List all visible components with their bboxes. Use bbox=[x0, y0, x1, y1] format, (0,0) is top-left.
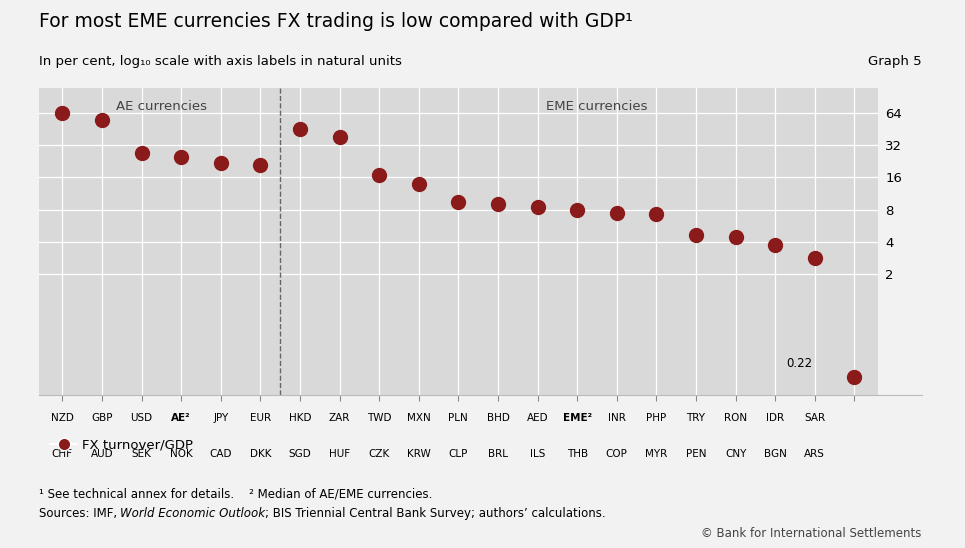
Point bbox=[411, 179, 427, 188]
Text: INR: INR bbox=[608, 413, 625, 423]
Text: SEK: SEK bbox=[131, 449, 152, 459]
Text: ARS: ARS bbox=[805, 449, 825, 459]
Point bbox=[451, 197, 466, 206]
Text: IDR: IDR bbox=[766, 413, 785, 423]
Text: MYR: MYR bbox=[646, 449, 668, 459]
Text: SGD: SGD bbox=[289, 449, 312, 459]
Point bbox=[648, 210, 664, 219]
Text: ¹ See technical annex for details.    ² Median of AE/EME currencies.: ¹ See technical annex for details. ² Med… bbox=[39, 488, 432, 501]
Text: World Economic Outlook: World Economic Outlook bbox=[121, 507, 265, 520]
Point bbox=[728, 233, 743, 242]
Point bbox=[372, 170, 387, 179]
Point bbox=[490, 199, 506, 208]
Point bbox=[95, 116, 110, 124]
Text: NOK: NOK bbox=[170, 449, 193, 459]
Text: ILS: ILS bbox=[530, 449, 545, 459]
Text: Graph 5: Graph 5 bbox=[868, 55, 922, 68]
Text: EME²: EME² bbox=[563, 413, 592, 423]
Text: AED: AED bbox=[527, 413, 548, 423]
Point bbox=[807, 254, 822, 263]
Text: BRL: BRL bbox=[488, 449, 508, 459]
Point bbox=[253, 161, 268, 169]
Point bbox=[332, 133, 347, 141]
Text: EME currencies: EME currencies bbox=[546, 100, 648, 113]
Point bbox=[846, 372, 862, 381]
Text: NZD: NZD bbox=[51, 413, 73, 423]
Text: PLN: PLN bbox=[449, 413, 468, 423]
Text: HUF: HUF bbox=[329, 449, 350, 459]
Point bbox=[688, 231, 703, 239]
Text: SAR: SAR bbox=[804, 413, 825, 423]
Text: TWD: TWD bbox=[367, 413, 392, 423]
Text: MXN: MXN bbox=[407, 413, 430, 423]
Point bbox=[134, 149, 150, 157]
Point bbox=[609, 208, 624, 217]
Point bbox=[767, 241, 783, 250]
Text: CAD: CAD bbox=[209, 449, 232, 459]
Text: BHD: BHD bbox=[486, 413, 510, 423]
Point bbox=[174, 152, 189, 161]
Text: CLP: CLP bbox=[449, 449, 468, 459]
Text: CZK: CZK bbox=[369, 449, 390, 459]
Text: In per cent, log₁₀ scale with axis labels in natural units: In per cent, log₁₀ scale with axis label… bbox=[39, 55, 401, 68]
Text: AE²: AE² bbox=[172, 413, 191, 423]
Point bbox=[292, 125, 308, 134]
Text: HKD: HKD bbox=[289, 413, 312, 423]
Text: For most EME currencies FX trading is low compared with GDP¹: For most EME currencies FX trading is lo… bbox=[39, 12, 632, 31]
Point bbox=[55, 109, 70, 117]
Text: PEN: PEN bbox=[686, 449, 706, 459]
Text: DKK: DKK bbox=[250, 449, 271, 459]
Text: © Bank for International Settlements: © Bank for International Settlements bbox=[702, 527, 922, 540]
Point bbox=[213, 158, 229, 167]
Text: USD: USD bbox=[130, 413, 152, 423]
Text: TRY: TRY bbox=[686, 413, 705, 423]
Text: RON: RON bbox=[724, 413, 747, 423]
Text: COP: COP bbox=[606, 449, 627, 459]
Text: Sources: IMF,: Sources: IMF, bbox=[39, 507, 121, 520]
Text: ZAR: ZAR bbox=[329, 413, 350, 423]
Text: THB: THB bbox=[566, 449, 588, 459]
Point bbox=[569, 205, 585, 214]
Text: 0.22: 0.22 bbox=[786, 357, 813, 370]
Text: AUD: AUD bbox=[91, 449, 113, 459]
Legend: FX turnover/GDP: FX turnover/GDP bbox=[45, 433, 199, 456]
Text: JPY: JPY bbox=[213, 413, 229, 423]
Text: ; BIS Triennial Central Bank Survey; authors’ calculations.: ; BIS Triennial Central Bank Survey; aut… bbox=[265, 507, 606, 520]
Text: CHF: CHF bbox=[52, 449, 73, 459]
Point bbox=[530, 202, 545, 211]
Text: PHP: PHP bbox=[647, 413, 667, 423]
Text: CNY: CNY bbox=[725, 449, 746, 459]
Text: KRW: KRW bbox=[407, 449, 430, 459]
Text: BGN: BGN bbox=[763, 449, 786, 459]
Text: EUR: EUR bbox=[250, 413, 271, 423]
Text: AE currencies: AE currencies bbox=[116, 100, 207, 113]
Text: GBP: GBP bbox=[92, 413, 113, 423]
